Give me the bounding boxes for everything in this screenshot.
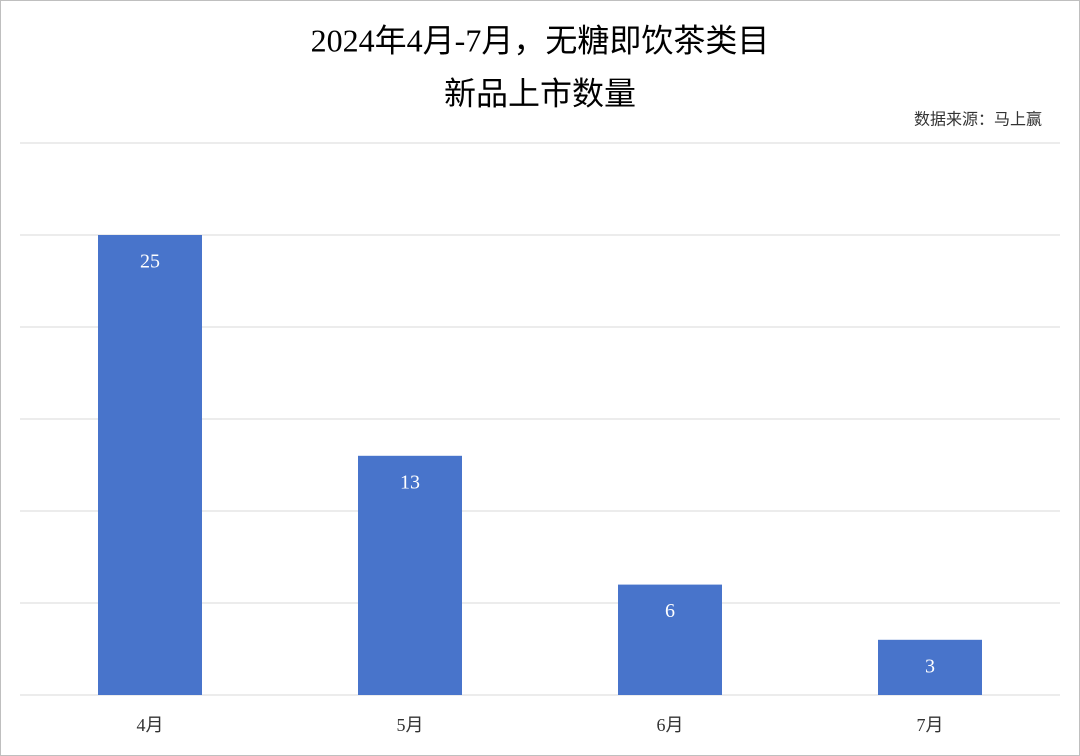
bar: [98, 235, 202, 695]
x-tick-label: 6月: [657, 715, 684, 735]
chart-title: 2024年4月-7月，无糖即饮茶类目: [311, 22, 770, 58]
data-label: 25: [140, 251, 160, 273]
bar: [358, 455, 462, 695]
data-label: 6: [665, 600, 675, 622]
bar: [618, 584, 722, 695]
data-label: 3: [925, 655, 935, 677]
x-tick-label: 7月: [917, 715, 944, 735]
source-note: 数据来源：马上赢: [914, 111, 1042, 129]
x-tick-label: 5月: [397, 715, 424, 735]
chart-title: 新品上市数量: [444, 75, 636, 111]
x-tick-label: 4月: [137, 715, 164, 735]
data-label: 13: [400, 471, 420, 493]
bar: [878, 639, 982, 695]
